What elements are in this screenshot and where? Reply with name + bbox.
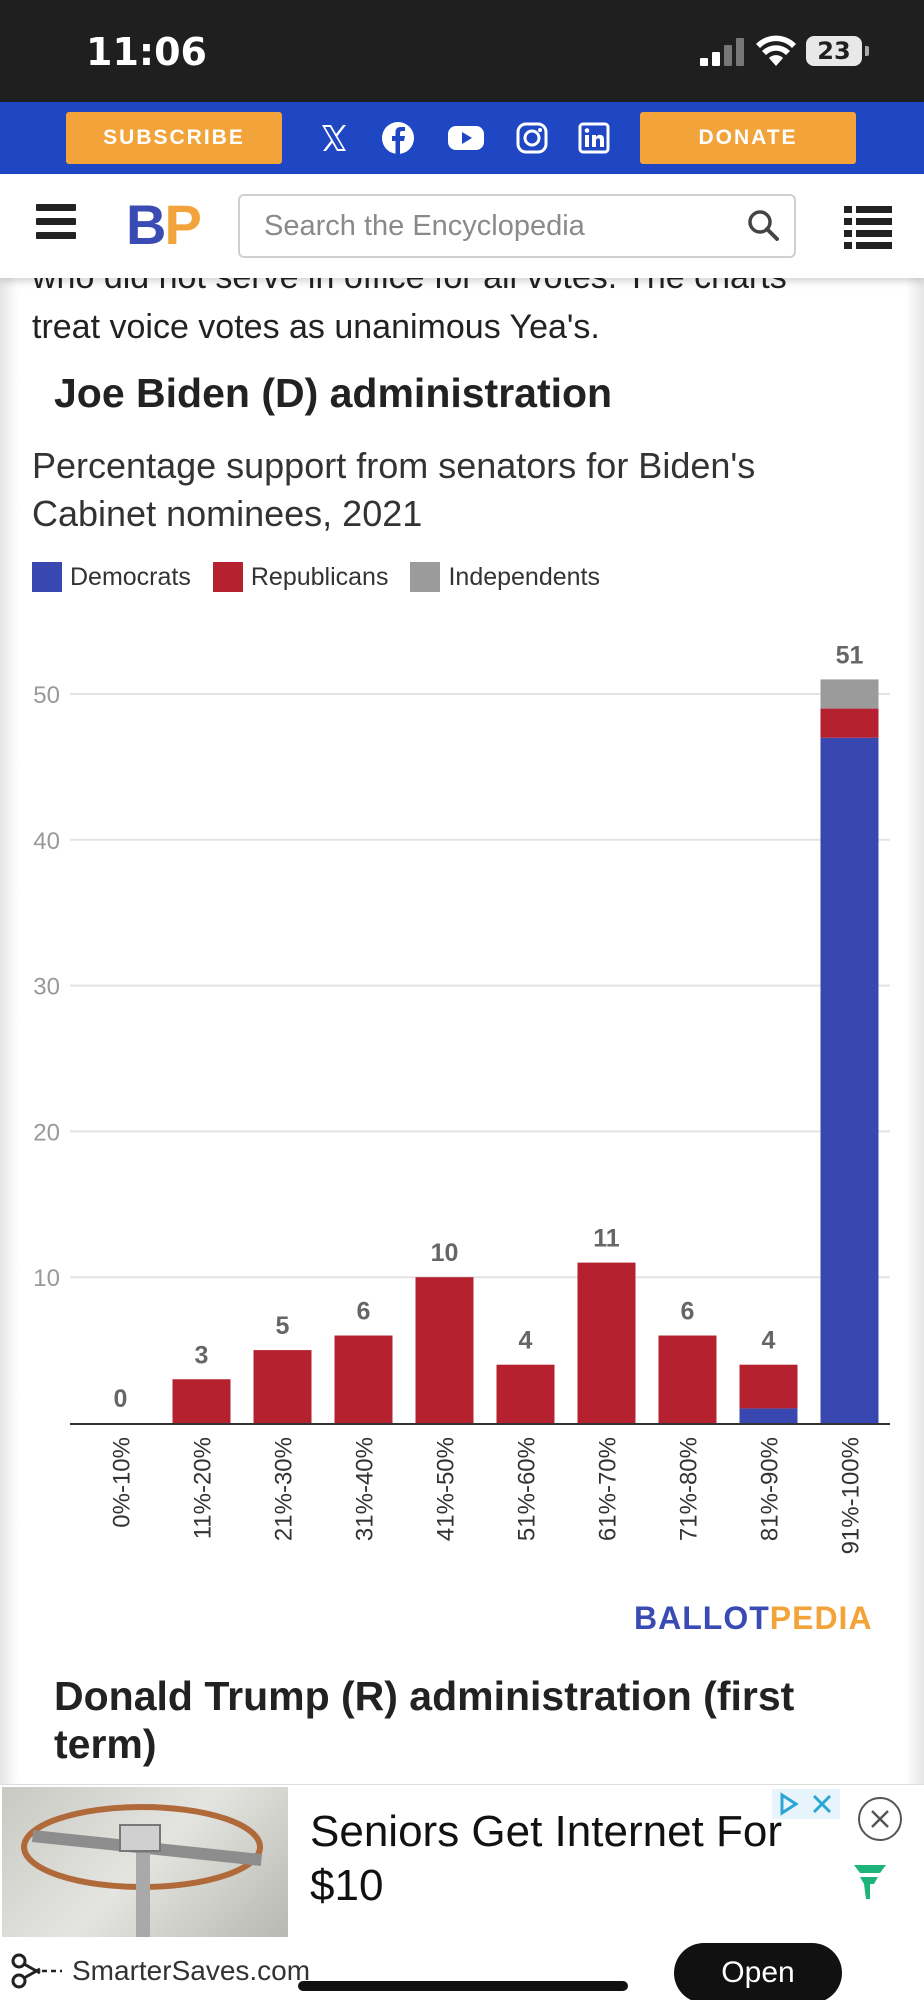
search-icon[interactable]	[746, 208, 780, 242]
y-tick-label: 50	[33, 682, 60, 709]
bar-segment-republicans	[172, 1379, 231, 1423]
bar-total-label: 10	[431, 1239, 459, 1267]
bar-segment-republicans	[577, 1262, 636, 1423]
legend-label: Independents	[448, 562, 600, 591]
chart-legend: Democrats Republicans Independents	[32, 560, 622, 594]
bar-segment-republicans	[820, 708, 879, 738]
status-bar: 11:06 23	[0, 0, 924, 102]
close-ad-icon[interactable]	[856, 1795, 904, 1843]
x-category-label: 41%-50%	[433, 1437, 460, 1541]
legend-swatch	[212, 562, 243, 592]
bar-segment-democrats	[820, 737, 879, 1423]
section-title: Donald Trump (R) administration (first t…	[54, 1673, 795, 1767]
bar-segment-independents	[820, 679, 879, 709]
social-bar: SUBSCRIBE DONATE	[0, 102, 924, 174]
subscribe-button[interactable]: SUBSCRIBE	[66, 112, 282, 164]
scissors-icon	[11, 1953, 62, 1989]
bar-segment-republicans	[334, 1335, 393, 1423]
x-category-label: 51%-60%	[514, 1437, 541, 1541]
search-box	[238, 194, 796, 258]
ad-network-logo-icon	[854, 1865, 886, 1899]
x-category-label: 0%-10%	[109, 1437, 136, 1528]
ad-footer: SmarterSaves.com Open	[0, 1939, 924, 2000]
site-logo[interactable]: BP	[126, 193, 202, 256]
legend-item-republicans[interactable]: Republicans	[212, 562, 389, 592]
chart-title: Percentage support from senators for Bid…	[32, 445, 756, 534]
site-header: BP	[0, 174, 924, 278]
legend-swatch	[410, 562, 441, 592]
legend-item-independents[interactable]: Independents	[410, 562, 600, 592]
adchoices-icon[interactable]	[772, 1789, 840, 1819]
linkedin-icon[interactable]	[572, 116, 616, 160]
x-category-label: 71%-80%	[676, 1437, 703, 1541]
x-category-label: 81%-90%	[757, 1437, 784, 1541]
bar-total-label: 5	[276, 1312, 290, 1340]
legend-label: Democrats	[70, 562, 191, 591]
bar-chart: 10 20 30 40 50 0 0%-10% 3 11%-20% 5 21%-30% 6 31%-40…	[33, 641, 890, 1554]
legend-item-democrats[interactable]: Democrats	[32, 562, 191, 592]
x-category-label: 91%-100%	[838, 1437, 865, 1554]
x-category-label: 61%-70%	[595, 1437, 622, 1541]
bar-total-label: 0	[114, 1385, 128, 1413]
bar-segment-republicans	[415, 1277, 474, 1423]
y-tick-label: 30	[33, 974, 60, 1001]
legend-swatch	[32, 562, 62, 592]
y-tick-label: 40	[33, 828, 60, 855]
page-shadow-left	[0, 278, 18, 1784]
bar-total-label: 6	[357, 1298, 371, 1326]
y-tick-label: 10	[33, 1265, 60, 1292]
donate-button[interactable]: DONATE	[640, 112, 856, 164]
ad-banner[interactable]: Seniors Get Internet For $10 SmarterSave…	[0, 1784, 924, 2000]
status-time: 11:06	[86, 30, 207, 74]
x-twitter-icon[interactable]	[312, 116, 356, 160]
section-title: Joe Biden (D) administration	[54, 370, 613, 416]
bar-segment-republicans	[658, 1335, 717, 1423]
menu-icon[interactable]	[36, 204, 76, 246]
instagram-icon[interactable]	[510, 116, 554, 160]
bar-total-label: 51	[836, 641, 864, 669]
ad-image[interactable]	[2, 1787, 288, 1937]
battery-indicator: 23	[806, 36, 869, 66]
bar-segment-republicans	[739, 1364, 798, 1409]
page-shadow-right	[906, 278, 924, 1784]
x-category-label: 11%-20%	[190, 1437, 217, 1539]
legend-label: Republicans	[250, 562, 389, 591]
home-indicator[interactable]	[298, 1981, 628, 1991]
search-input[interactable]	[264, 196, 734, 256]
table-of-contents-icon[interactable]	[844, 204, 892, 250]
bar-segment-republicans	[496, 1364, 555, 1423]
signal-icon	[700, 38, 744, 66]
bar-total-label: 3	[195, 1341, 209, 1369]
bar-total-label: 4	[519, 1327, 533, 1355]
bar-segment-democrats	[739, 1408, 798, 1423]
bar-total-label: 11	[593, 1225, 620, 1253]
bar-total-label: 4	[762, 1327, 776, 1355]
bar-total-label: 6	[681, 1298, 695, 1326]
ballotpedia-brand: BALLOTPEDIA	[634, 1600, 873, 1636]
x-category-label: 21%-30%	[271, 1437, 298, 1541]
facebook-icon[interactable]	[376, 116, 420, 160]
ad-headline[interactable]: Seniors Get Internet For $10	[310, 1807, 782, 1910]
ad-source: SmarterSaves.com	[72, 1955, 311, 1986]
y-tick-label: 20	[33, 1119, 60, 1146]
antenna-image	[21, 1804, 263, 1937]
youtube-icon[interactable]	[444, 116, 488, 160]
x-category-label: 31%-40%	[352, 1437, 379, 1541]
bar-segment-republicans	[253, 1350, 312, 1423]
ad-open-button[interactable]: Open	[674, 1943, 842, 2000]
intro-text-line: treat voice votes as unanimous Yea's.	[32, 308, 600, 346]
wifi-icon	[756, 35, 796, 66]
